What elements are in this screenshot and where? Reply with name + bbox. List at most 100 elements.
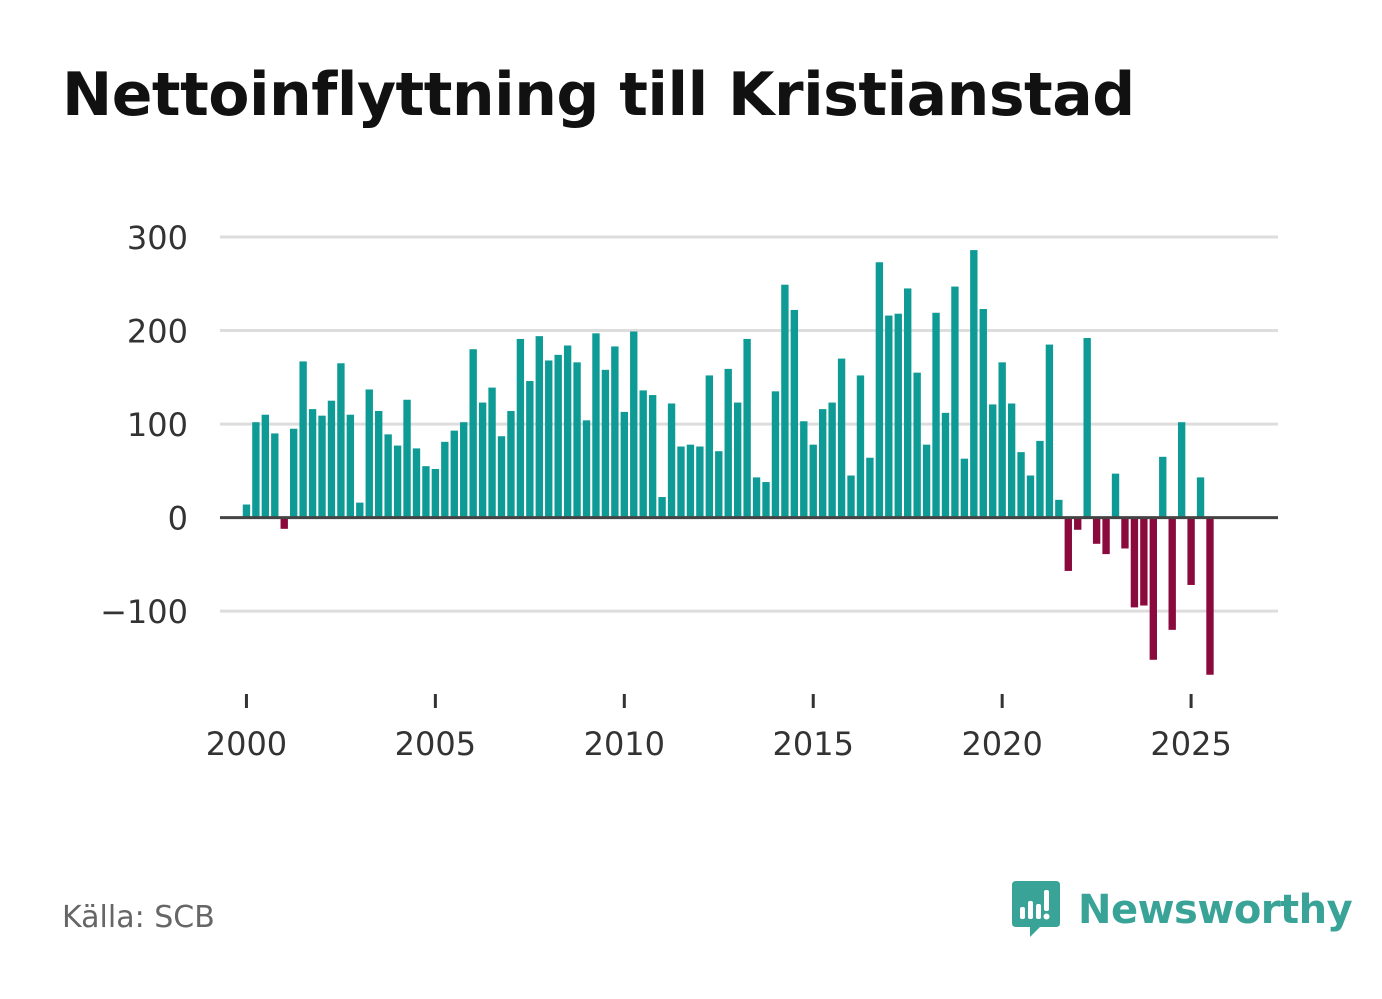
bar xyxy=(809,444,817,518)
x-tick-label: 2020 xyxy=(961,725,1042,763)
bar xyxy=(441,441,449,518)
axes: 300 200 100 0 −100 2000 2005 2010 2015 2020 2025 xyxy=(100,219,1278,763)
bar xyxy=(356,502,364,518)
bar xyxy=(630,331,638,518)
bar xyxy=(781,284,789,518)
x-tick-label: 2005 xyxy=(395,725,476,763)
bar xyxy=(563,345,572,518)
bar xyxy=(828,402,836,518)
bar xyxy=(696,446,704,518)
bar xyxy=(1083,338,1091,518)
bar xyxy=(875,262,884,518)
bar xyxy=(705,375,714,518)
bar xyxy=(478,402,487,518)
bar xyxy=(1017,452,1025,518)
brand-name: Newsworthy xyxy=(1078,887,1353,933)
bar xyxy=(970,250,978,518)
bar xyxy=(658,497,666,518)
bar xyxy=(752,477,761,518)
bar xyxy=(847,475,855,518)
bar-chart: 300 200 100 0 −100 2000 2005 2010 2015 2020 2025 xyxy=(100,219,1278,763)
x-tick-label: 2000 xyxy=(206,725,287,763)
bar xyxy=(450,430,458,518)
bar xyxy=(611,346,619,518)
bar xyxy=(1055,499,1063,518)
bar xyxy=(290,428,298,518)
bar xyxy=(989,404,997,518)
bar xyxy=(535,336,543,518)
bar xyxy=(582,420,591,518)
bar xyxy=(242,504,251,518)
bar xyxy=(507,410,515,518)
bar xyxy=(252,422,260,518)
bar xyxy=(545,360,553,518)
bar xyxy=(904,288,912,518)
bar xyxy=(497,436,506,518)
bar xyxy=(837,358,846,518)
bar xyxy=(346,414,355,518)
x-tick-label: 2025 xyxy=(1150,725,1231,763)
bar xyxy=(280,517,288,529)
bar xyxy=(1149,517,1157,660)
bar xyxy=(951,286,959,518)
bar xyxy=(337,363,345,518)
bar xyxy=(1007,403,1016,518)
bar xyxy=(1206,517,1214,675)
bar xyxy=(422,466,430,518)
newsworthy-logo[interactable]: Newsworthy xyxy=(1010,878,1353,942)
bar xyxy=(979,309,987,518)
bar xyxy=(932,312,940,518)
bar xyxy=(431,468,440,518)
bar xyxy=(743,338,751,518)
source-note: Källa: SCB xyxy=(62,900,215,935)
bar xyxy=(941,412,950,518)
bar xyxy=(960,458,969,518)
bar xyxy=(1121,517,1129,549)
newsworthy-logo-icon xyxy=(1012,881,1060,937)
chart-title: Nettoinflyttning till Kristianstad xyxy=(62,60,1135,130)
bar xyxy=(771,391,780,518)
bar xyxy=(1074,517,1082,530)
bar xyxy=(271,433,279,518)
y-tick-label: 0 xyxy=(168,500,188,538)
bar xyxy=(488,387,496,518)
bar xyxy=(526,381,534,518)
x-tick-label: 2010 xyxy=(584,725,665,763)
bar xyxy=(1140,517,1148,606)
bar xyxy=(762,482,770,518)
y-tick-label: 100 xyxy=(127,406,188,444)
bar xyxy=(866,457,874,518)
bar xyxy=(384,434,392,518)
bar xyxy=(327,400,336,518)
bar xyxy=(1064,517,1072,571)
bar xyxy=(733,402,742,518)
bar xyxy=(677,446,685,518)
bar xyxy=(885,315,893,518)
bar xyxy=(308,409,317,518)
bar xyxy=(1102,517,1110,555)
bar xyxy=(516,338,525,518)
bar xyxy=(648,395,657,518)
bar xyxy=(1187,517,1195,585)
bar xyxy=(1026,475,1035,518)
bar xyxy=(790,309,799,518)
x-tick-label: 2015 xyxy=(773,725,854,763)
bar xyxy=(601,369,610,518)
bar xyxy=(403,399,411,518)
bar xyxy=(913,372,921,518)
bar xyxy=(573,362,581,518)
bar xyxy=(819,409,827,518)
bar xyxy=(412,448,421,518)
bar xyxy=(393,445,402,518)
bar xyxy=(1196,477,1205,518)
y-tick-label: 200 xyxy=(127,313,188,351)
bar xyxy=(460,422,468,518)
bar xyxy=(1092,517,1101,544)
bar xyxy=(1177,422,1186,518)
bar xyxy=(365,389,373,518)
bar xyxy=(856,375,865,518)
bars xyxy=(242,250,1214,675)
bar xyxy=(1168,517,1176,630)
bar xyxy=(894,313,902,518)
bar xyxy=(724,368,732,518)
